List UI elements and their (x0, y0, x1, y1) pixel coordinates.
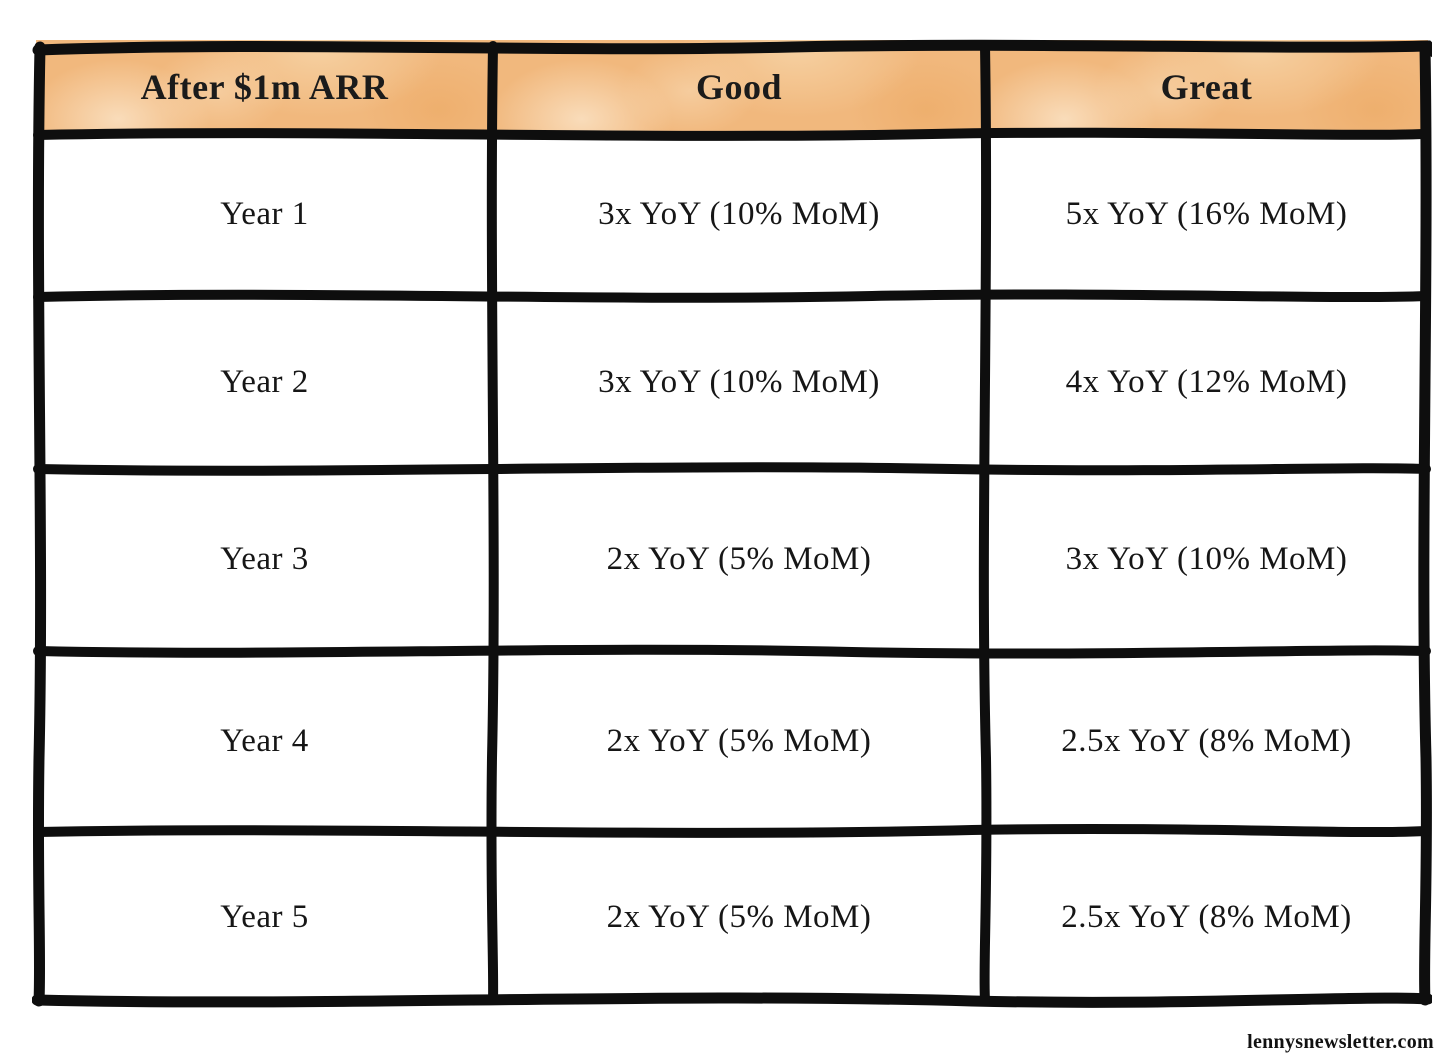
row-label-year-2: Year 2 (36, 296, 493, 468)
year-4-good-cell: 2x YoY (5% MoM) (493, 651, 985, 831)
growth-benchmarks-table: After $1m ARR Good Great Year 1 3x YoY (… (32, 38, 1432, 1008)
row-label-year-1: Year 1 (36, 133, 493, 296)
year-1-good-cell: 3x YoY (10% MoM) (493, 133, 985, 296)
year-4-great-cell: 2.5x YoY (8% MoM) (985, 651, 1428, 831)
footer-credit: lennysnewsletter.com (1247, 1031, 1434, 1053)
year-5-great-cell: 2.5x YoY (8% MoM) (985, 831, 1428, 1003)
year-3-good-cell: 2x YoY (5% MoM) (493, 468, 985, 651)
year-1-great-cell: 5x YoY (16% MoM) (985, 133, 1428, 296)
year-2-good-cell: 3x YoY (10% MoM) (493, 296, 985, 468)
year-2-great-cell: 4x YoY (12% MoM) (985, 296, 1428, 468)
column-header-good: Good (493, 40, 985, 133)
column-header-great: Great (985, 40, 1428, 133)
row-label-year-4: Year 4 (36, 651, 493, 831)
row-label-year-5: Year 5 (36, 831, 493, 1003)
row-label-year-3: Year 3 (36, 468, 493, 651)
table-cells: After $1m ARR Good Great Year 1 3x YoY (… (36, 40, 1428, 1003)
year-3-great-cell: 3x YoY (10% MoM) (985, 468, 1428, 651)
year-5-good-cell: 2x YoY (5% MoM) (493, 831, 985, 1003)
column-header-after-1m-arr: After $1m ARR (36, 40, 493, 133)
